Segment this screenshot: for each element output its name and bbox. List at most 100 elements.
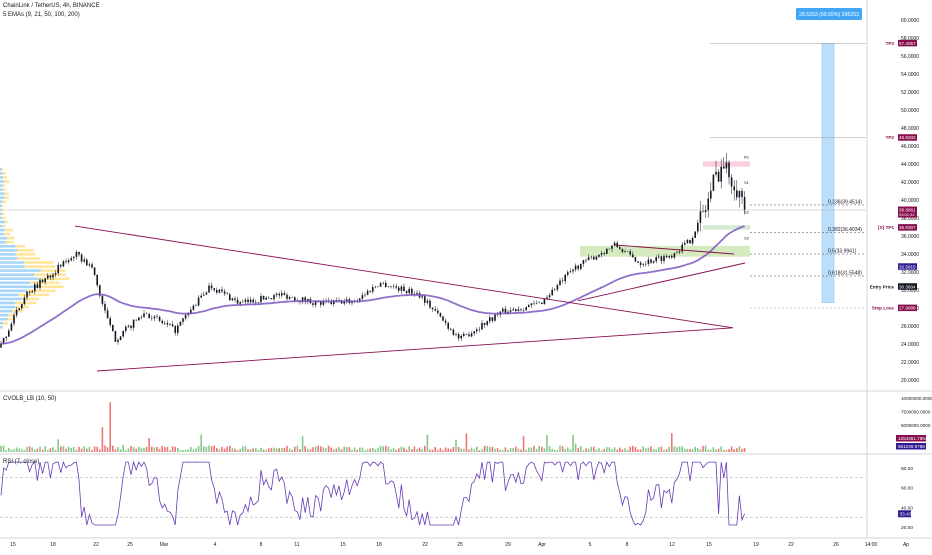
volume-bar-up[interactable] <box>502 450 504 452</box>
candle-up[interactable] <box>668 255 670 258</box>
volume-bar-up[interactable] <box>626 449 629 452</box>
volume-bar-up[interactable] <box>512 448 514 452</box>
volume-bar-up[interactable] <box>353 447 356 452</box>
candle-up[interactable] <box>265 297 267 300</box>
volume-bar-down[interactable] <box>431 449 434 452</box>
volume-bar-down[interactable] <box>104 445 106 452</box>
candle-up[interactable] <box>535 303 538 304</box>
candle-up[interactable] <box>652 261 655 263</box>
volume-bar-down[interactable] <box>317 445 319 452</box>
volume-bar-down[interactable] <box>348 447 351 452</box>
volume-bar-up[interactable] <box>177 447 179 452</box>
volume-bar-up[interactable] <box>2 445 5 452</box>
candle-up[interactable] <box>574 265 577 270</box>
volume-bar-down[interactable] <box>221 446 223 452</box>
volume-bar-down[interactable] <box>437 450 439 452</box>
volume-bar-down[interactable] <box>515 446 517 452</box>
candle-up[interactable] <box>54 273 57 275</box>
volume-bar-up[interactable] <box>595 449 598 452</box>
candle-up[interactable] <box>10 323 13 331</box>
candle-down[interactable] <box>520 309 522 311</box>
volume-bar-up[interactable] <box>73 446 75 452</box>
volume-bar-down[interactable] <box>286 445 288 452</box>
candle-down[interactable] <box>229 294 231 301</box>
candle-up[interactable] <box>686 239 689 243</box>
candle-down[interactable] <box>561 280 564 282</box>
volume-bar-up[interactable] <box>676 447 678 452</box>
candle-down[interactable] <box>632 254 634 258</box>
candle-down[interactable] <box>405 291 408 294</box>
candle-up[interactable] <box>548 295 551 298</box>
volume-bar-down[interactable] <box>689 448 691 452</box>
volume-bar-down[interactable] <box>93 446 96 452</box>
price-label-badge[interactable] <box>898 283 917 290</box>
candle-down[interactable] <box>411 288 413 294</box>
candle-down[interactable] <box>702 211 704 212</box>
candle-down[interactable] <box>283 293 286 295</box>
candle-down[interactable] <box>262 295 265 300</box>
volume-bar-down[interactable] <box>291 449 293 452</box>
candle-down[interactable] <box>145 313 148 315</box>
candle-up[interactable] <box>663 256 665 261</box>
volume-bar-down[interactable] <box>405 449 408 452</box>
candle-down[interactable] <box>465 333 468 335</box>
volume-bar-down[interactable] <box>161 445 163 452</box>
volume-bar-up[interactable] <box>509 448 512 452</box>
candle-up[interactable] <box>5 336 7 338</box>
candle-up[interactable] <box>117 339 119 342</box>
candle-up[interactable] <box>44 278 46 283</box>
candle-up[interactable] <box>681 244 683 252</box>
volume-bar-up[interactable] <box>507 449 509 452</box>
candle-down[interactable] <box>158 316 161 321</box>
volume-bar-up[interactable] <box>673 446 676 452</box>
volume-bar-up[interactable] <box>538 445 540 452</box>
volume-bar-up[interactable] <box>359 447 361 452</box>
candle-up[interactable] <box>169 324 171 325</box>
candle-up[interactable] <box>517 309 520 312</box>
candle-down[interactable] <box>504 308 507 314</box>
candle-down[interactable] <box>86 259 88 266</box>
candle-up[interactable] <box>624 251 626 253</box>
volume-bar-down[interactable] <box>330 447 332 452</box>
volume-bar-up[interactable] <box>52 447 54 452</box>
candle-down[interactable] <box>174 326 176 333</box>
candle-down[interactable] <box>148 314 150 319</box>
candle-up[interactable] <box>346 299 348 302</box>
candle-up[interactable] <box>567 272 569 275</box>
volume-bar-down[interactable] <box>702 445 704 452</box>
volume-bar-up[interactable] <box>192 449 195 452</box>
volume-bar-up[interactable] <box>205 446 208 452</box>
candle-up[interactable] <box>551 289 553 296</box>
candle-down[interactable] <box>515 309 517 312</box>
candle-down[interactable] <box>286 294 288 299</box>
volume-bar-up[interactable] <box>296 445 299 452</box>
volume-bar-down[interactable] <box>213 445 215 452</box>
candle-up[interactable] <box>127 325 130 327</box>
volume-bar-down[interactable] <box>439 447 442 452</box>
volume-bar-down[interactable] <box>283 448 286 452</box>
candle-up[interactable] <box>192 305 195 310</box>
candle-up[interactable] <box>257 302 260 303</box>
candle-down[interactable] <box>639 262 642 266</box>
candle-up[interactable] <box>138 317 140 321</box>
candle-up[interactable] <box>26 291 28 298</box>
volume-bar-down[interactable] <box>483 445 486 452</box>
candle-down[interactable] <box>743 196 746 210</box>
volume-bar-up[interactable] <box>169 449 171 452</box>
volume-bar-down[interactable] <box>447 448 449 452</box>
volume-bar-up[interactable] <box>83 446 85 452</box>
volume-bar-down[interactable] <box>541 446 543 452</box>
volume-bar-up[interactable] <box>720 446 722 452</box>
volume-indicator-title[interactable]: CVOLB_LB (10, 50) <box>3 396 57 402</box>
volume-bar-up[interactable] <box>88 446 91 452</box>
candle-up[interactable] <box>88 264 91 266</box>
volume-bar-up[interactable] <box>470 447 473 452</box>
candle-down[interactable] <box>234 298 236 300</box>
volume-bar-up[interactable] <box>13 449 15 452</box>
candle-up[interactable] <box>738 190 741 198</box>
volume-bar-down[interactable] <box>733 449 735 452</box>
volume-bar-up[interactable] <box>195 448 197 452</box>
candle-down[interactable] <box>320 301 322 305</box>
candle-up[interactable] <box>538 302 540 304</box>
